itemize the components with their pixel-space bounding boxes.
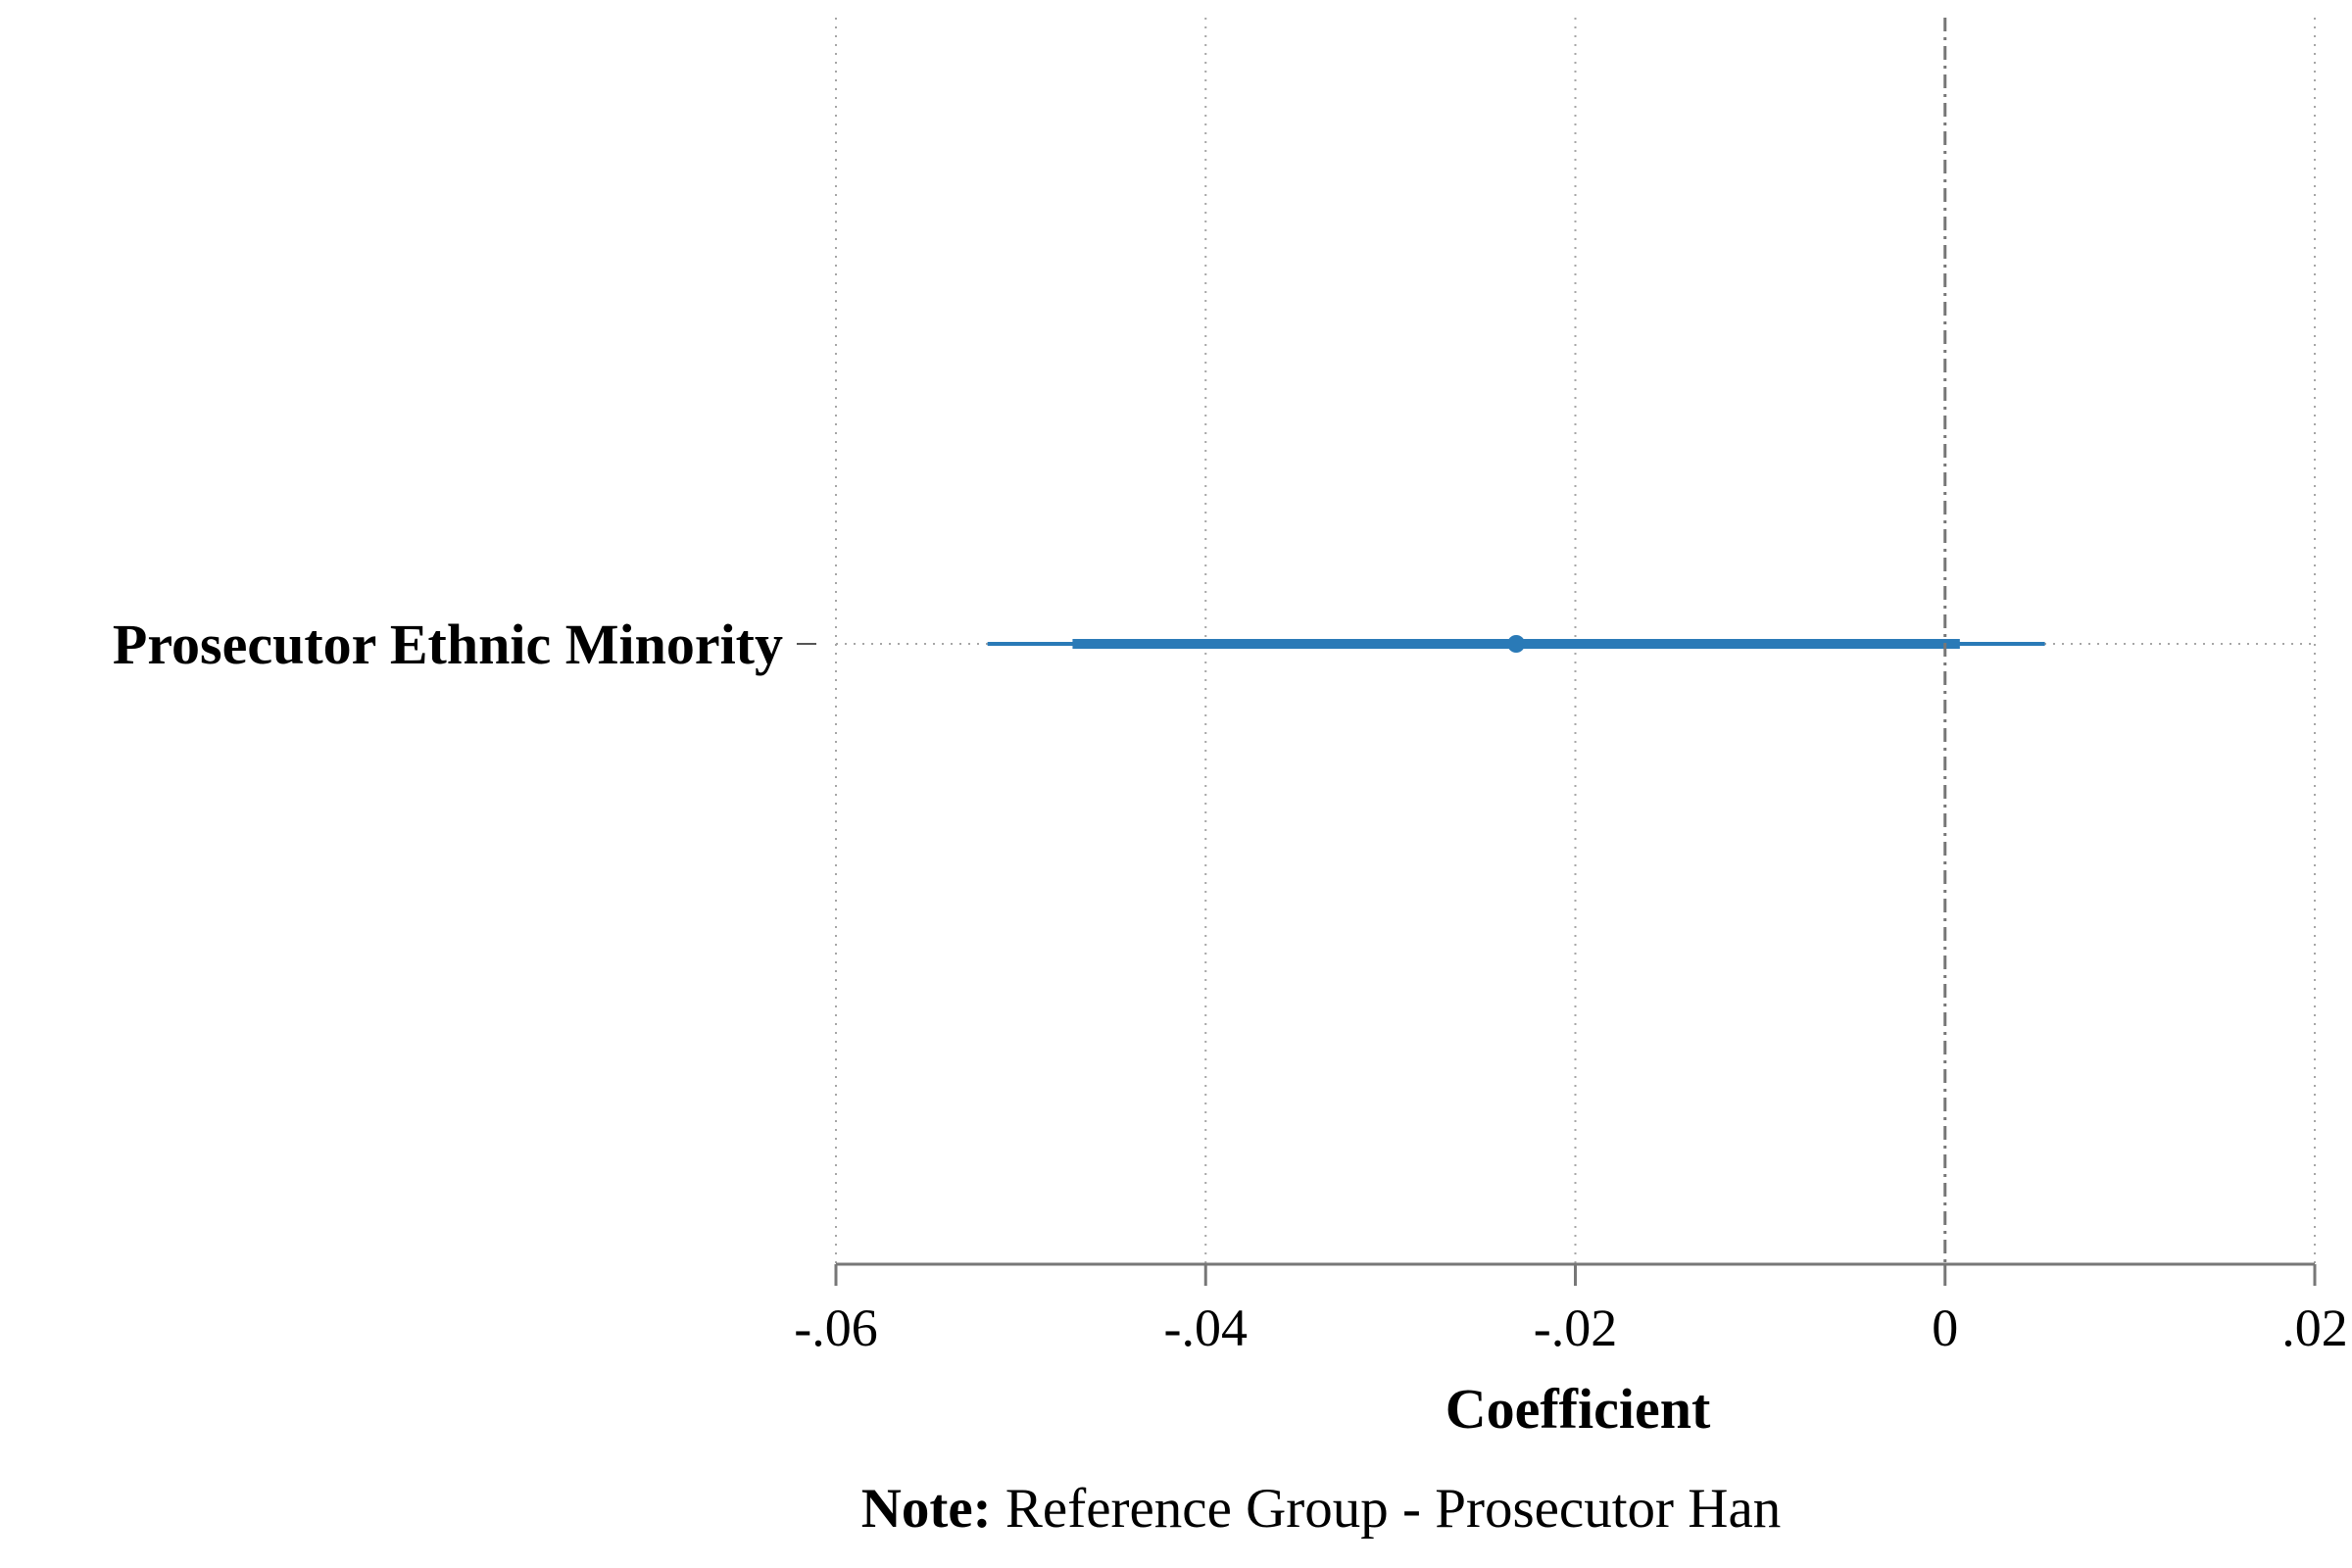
coefficient-rows: Prosecutor Ethnic Minority — [113, 612, 2315, 676]
x-tick-label: .02 — [2281, 1298, 2348, 1357]
note-text: Reference Group - Prosecutor Han — [992, 1478, 1782, 1540]
x-tick-label: -.02 — [1534, 1298, 1617, 1357]
note-prefix: Note: — [861, 1478, 992, 1540]
x-tick-label: 0 — [1932, 1298, 1958, 1357]
y-tick-label: Prosecutor Ethnic Minority — [113, 612, 783, 676]
x-tick-label: -.06 — [794, 1298, 877, 1357]
x-tick-label: -.04 — [1164, 1298, 1248, 1357]
point-estimate — [1507, 635, 1526, 653]
x-axis-title: Coefficient — [1446, 1377, 1711, 1441]
x-axis: -.06 -.04 -.02 0 .02 — [794, 1262, 2348, 1357]
figure-note: Note: Reference Group - Prosecutor Han — [861, 1478, 1782, 1540]
